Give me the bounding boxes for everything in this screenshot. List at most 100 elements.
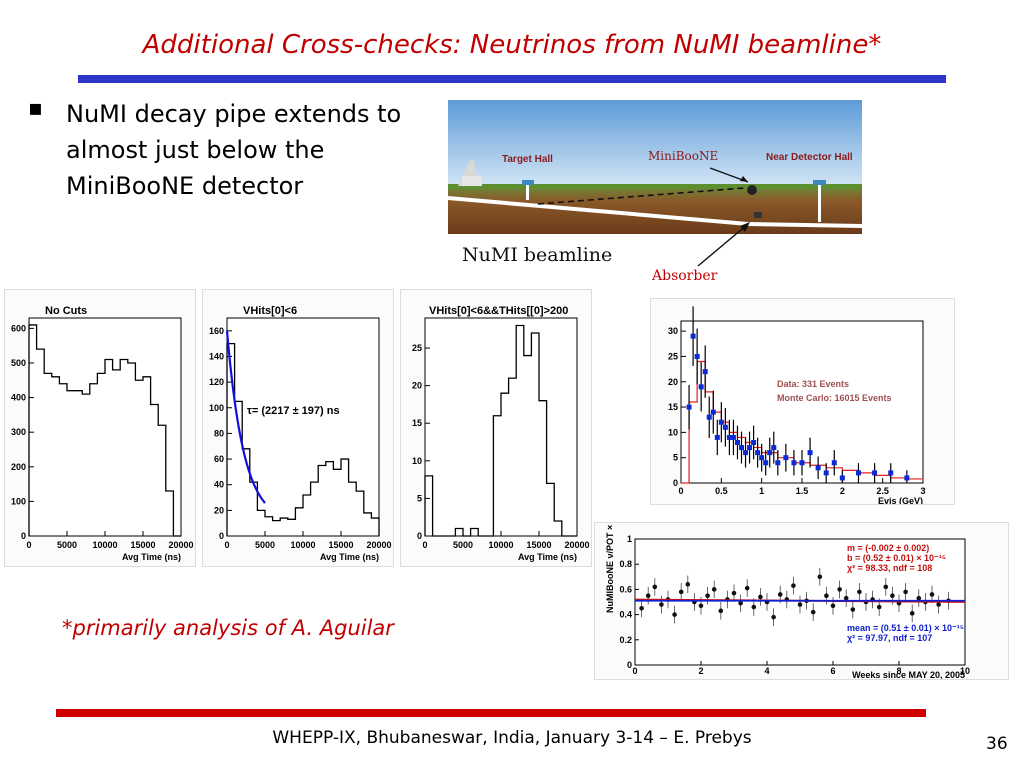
histogram-bar <box>166 491 174 536</box>
histogram-bar <box>311 482 319 536</box>
histogram-bar <box>531 333 539 536</box>
data-point <box>743 450 749 456</box>
histogram-bar <box>524 356 532 536</box>
linear-chi2-label: χ² = 98.33, ndf = 108 <box>847 563 932 573</box>
data-point <box>810 609 816 615</box>
data-point <box>817 574 823 580</box>
data-point <box>730 434 736 440</box>
histogram-bar <box>501 393 509 536</box>
histogram-bar <box>333 469 341 536</box>
rate-stability-plot: 0 0.2 0.4 0.6 0.8 1 0 2 4 6 8 10 Weeks since MAY 20,… <box>594 500 1009 680</box>
histogram-bar <box>257 510 265 536</box>
x-axis-label: Evis (GeV) <box>878 496 923 504</box>
y-tick-label: 0.6 <box>619 584 632 594</box>
y-tick-label: 600 <box>11 323 26 333</box>
data-point <box>751 440 757 445</box>
histogram-bar <box>280 518 288 536</box>
data-point <box>929 592 935 597</box>
y-tick-label: 100 <box>11 496 26 506</box>
histogram-bar <box>128 363 136 536</box>
data-point <box>843 595 849 601</box>
data-point <box>702 369 708 375</box>
x-tick-label: 15000 <box>328 540 353 550</box>
data-point <box>807 450 813 456</box>
data-point <box>857 589 862 595</box>
histogram-bar <box>135 380 143 536</box>
data-point <box>698 603 704 609</box>
histogram-bar <box>303 495 311 536</box>
bullet-text: NuMI decay pipe extends to almost just b… <box>66 100 402 200</box>
data-point <box>686 404 692 410</box>
data-point <box>659 602 664 607</box>
histogram-bar <box>547 483 555 536</box>
data-point <box>815 465 821 471</box>
data-point <box>823 470 829 476</box>
histogram-bar <box>151 405 159 536</box>
data-point <box>904 475 910 481</box>
intercept-label: b = (0.52 ± 0.01) × 10⁻¹⁵ <box>847 553 946 563</box>
histogram-bar <box>105 360 113 536</box>
x-tick-label: 2 <box>698 666 703 676</box>
data-point <box>909 611 915 616</box>
fit-lifetime-label: τ= (2217 ± 197) ns <box>247 405 340 417</box>
y-tick-label: 120 <box>209 377 224 387</box>
y-tick-label: 5 <box>417 493 422 503</box>
histogram-bar <box>97 373 105 536</box>
y-tick-label: 140 <box>209 351 224 361</box>
histogram-bar <box>44 373 52 536</box>
data-point <box>839 475 845 481</box>
data-point <box>639 606 644 611</box>
y-tick-label: 0 <box>627 660 632 670</box>
plot-frame <box>424 317 578 537</box>
data-point <box>888 470 894 476</box>
x-tick-label: 15000 <box>130 540 155 550</box>
histogram-bar <box>364 513 372 536</box>
histogram-bar <box>295 508 303 536</box>
y-tick-label: 160 <box>209 326 224 336</box>
histogram-bar <box>425 476 433 536</box>
data-point <box>876 604 882 610</box>
histogram-bar <box>37 349 45 536</box>
data-point <box>731 590 737 596</box>
data-point <box>714 434 720 440</box>
histogram-bar <box>59 384 67 536</box>
data-events-label: Data: 331 Events <box>777 379 849 389</box>
near-detector-hall-label: Near Detector Hall <box>766 152 853 163</box>
target-hall-label: Target Hall <box>502 154 553 165</box>
data-point <box>883 584 889 590</box>
y-tick-label: 20 <box>412 381 422 391</box>
x-tick-label: 0 <box>26 540 31 550</box>
x-tick-label: 5000 <box>453 540 473 550</box>
histogram-bar <box>471 528 479 536</box>
data-point <box>738 600 743 606</box>
histogram-bar <box>75 391 83 536</box>
y-tick-label: 25 <box>412 343 422 353</box>
histogram-bar <box>273 521 281 536</box>
y-tick-label: 300 <box>11 427 26 437</box>
beamline-figure: Target Hall MiniBooNE Near Detector Hall <box>448 100 862 234</box>
y-tick-label: 200 <box>11 462 26 472</box>
data-point <box>747 445 753 451</box>
x-tick-label: 1 <box>759 486 764 496</box>
histogram-title: No Cuts <box>45 305 87 317</box>
data-point <box>791 460 797 466</box>
x-tick-label: 0 <box>224 540 229 550</box>
data-point <box>903 589 908 595</box>
x-tick-label: 2.5 <box>876 486 889 496</box>
x-tick-label: 10000 <box>92 540 117 550</box>
histogram-bar <box>143 377 151 536</box>
data-point <box>783 455 789 461</box>
histogram-bar <box>265 517 273 536</box>
histogram-bar <box>52 377 60 536</box>
histogram-bar <box>82 394 90 536</box>
title-divider <box>78 75 946 83</box>
x-tick-label: 3 <box>920 486 925 496</box>
x-tick-label: 10000 <box>488 540 513 550</box>
x-tick-label: 0 <box>678 486 683 496</box>
histogram-bar <box>288 519 296 536</box>
data-point <box>799 460 805 466</box>
data-point <box>936 602 941 607</box>
y-tick-label: 500 <box>11 358 26 368</box>
data-point <box>705 593 710 598</box>
plot-frame <box>28 317 182 537</box>
